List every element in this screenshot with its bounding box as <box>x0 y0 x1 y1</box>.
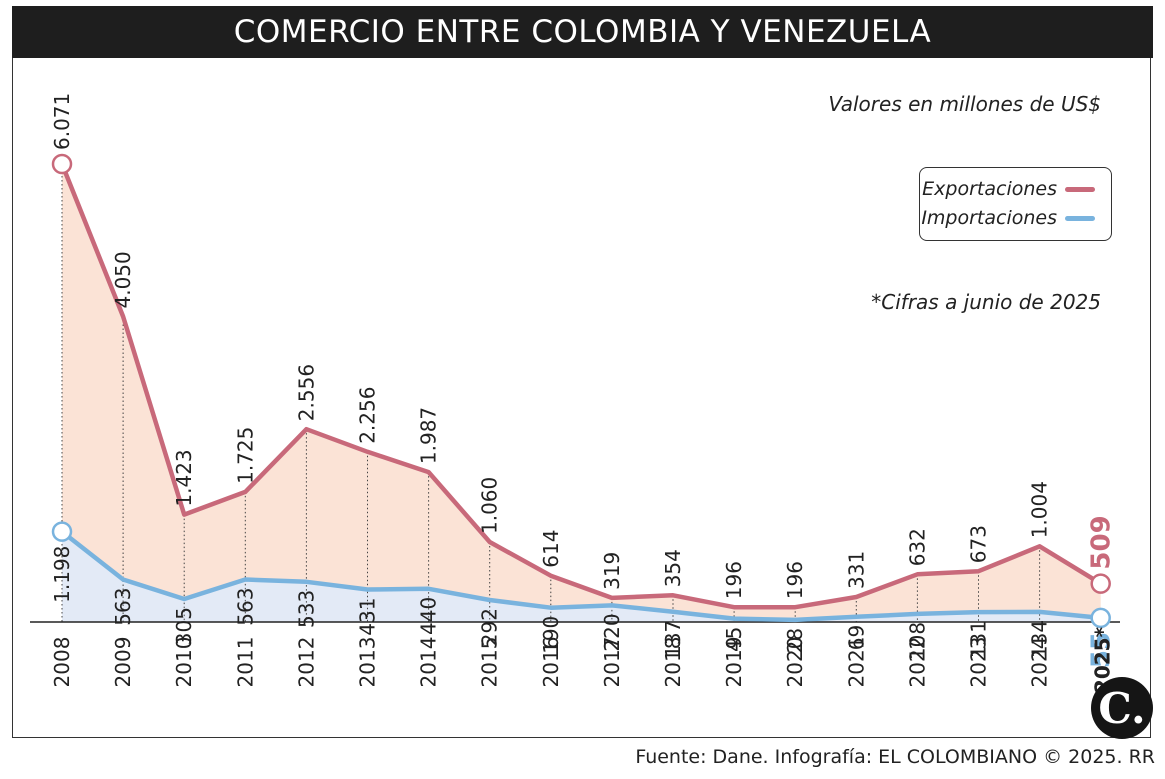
exports-value-label: 1.725 <box>233 427 257 484</box>
imports-value-label: 440 <box>417 597 441 635</box>
x-tick-label: 2016 <box>539 637 563 688</box>
x-tick-label: 2011 <box>233 637 257 688</box>
imports-value-label: 305 <box>172 607 196 645</box>
imports-value-label: 220 <box>600 613 624 651</box>
x-tick-label: 2009 <box>111 637 135 688</box>
imports-value-label: 563 <box>111 588 135 626</box>
source-credit: Fuente: Dane. Infografía: EL COLOMBIANO … <box>635 746 1155 768</box>
imports-value-label: 431 <box>356 598 380 636</box>
x-tick-label: 2022 <box>905 637 929 688</box>
el-colombiano-logo: C. <box>1091 677 1153 739</box>
imports-value-label: 108 <box>905 622 929 660</box>
legend-label-imports: Importaciones <box>921 207 1057 229</box>
exports-value-label: 673 <box>967 525 991 563</box>
imports-value-label: 131 <box>967 620 991 658</box>
x-tick-label: 2018 <box>661 637 685 688</box>
legend: Exportaciones Importaciones <box>919 167 1112 241</box>
exports-value-label: 614 <box>539 530 563 568</box>
imports-value-label: 28 <box>783 628 807 653</box>
imports-point-marker <box>1090 607 1111 629</box>
chart-frame <box>12 58 1151 738</box>
imports-value-label: 190 <box>539 616 563 654</box>
x-tick-label: 2021 <box>844 637 868 688</box>
exports-area <box>62 164 1101 620</box>
exports-value-label: 354 <box>661 549 685 587</box>
exports-value-label: 509 <box>1087 515 1117 569</box>
imports-value-label: 533 <box>294 590 318 628</box>
exports-value-label: 331 <box>844 551 868 589</box>
legend-swatch-imports <box>1065 215 1095 221</box>
x-tick-label: 2019 <box>722 637 746 688</box>
exports-value-label: 2.256 <box>356 387 380 444</box>
imports-value-label: 137 <box>661 620 685 658</box>
exports-value-label: 4.050 <box>111 251 135 308</box>
x-tick-label: 2012 <box>294 637 318 688</box>
imports-value-label: 563 <box>233 588 257 626</box>
chart-title: COMERCIO ENTRE COLOMBIA Y VENEZUELA <box>12 6 1153 58</box>
legend-swatch-exports <box>1065 186 1095 192</box>
exports-value-label: 6.071 <box>50 93 74 150</box>
imports-value-label: 45 <box>722 627 746 652</box>
imports-line <box>59 529 1103 623</box>
exports-line <box>59 161 1103 610</box>
x-tick-label: 2014 <box>417 637 441 688</box>
legend-item-imports: Importaciones <box>921 207 1095 229</box>
x-tick-label: 2013 <box>356 637 380 688</box>
unit-note: Valores en millones de US$ <box>828 92 1101 116</box>
x-tick-label: 2020 <box>783 637 807 688</box>
imports-value-label: 134 <box>1028 620 1052 658</box>
exports-value-label: 2.556 <box>294 364 318 421</box>
exports-value-label: 1.423 <box>172 449 196 506</box>
exports-value-label: 196 <box>783 561 807 599</box>
exports-value-label: 319 <box>600 552 624 590</box>
imports-point-marker <box>51 521 73 542</box>
exports-value-label: 196 <box>722 561 746 599</box>
x-tick-label: 2010 <box>172 637 196 688</box>
exports-point-marker <box>51 153 73 175</box>
exports-value-label: 632 <box>905 528 929 566</box>
footnote: *Cifras a junio de 2025 <box>871 290 1101 314</box>
legend-label-exports: Exportaciones <box>922 178 1057 200</box>
exports-value-label: 1.987 <box>417 407 441 464</box>
x-tick-label: 2008 <box>50 637 74 688</box>
imports-value-label: 55 <box>1087 632 1117 668</box>
x-tick-label: 2017 <box>600 637 624 688</box>
exports-point-marker <box>1090 573 1111 594</box>
x-tick-label: 2015 <box>478 637 502 688</box>
x-tick-label: 2024 <box>1028 637 1052 688</box>
imports-value-label: 69 <box>844 625 868 650</box>
imports-value-label: 1.198 <box>50 546 74 603</box>
imports-value-label: 292 <box>478 608 502 646</box>
x-tick-label: 2023 <box>967 637 991 688</box>
legend-item-exports: Exportaciones <box>922 178 1095 200</box>
exports-value-label: 1.004 <box>1028 481 1052 538</box>
exports-value-label: 1.060 <box>478 477 502 534</box>
imports-area <box>62 531 1101 622</box>
